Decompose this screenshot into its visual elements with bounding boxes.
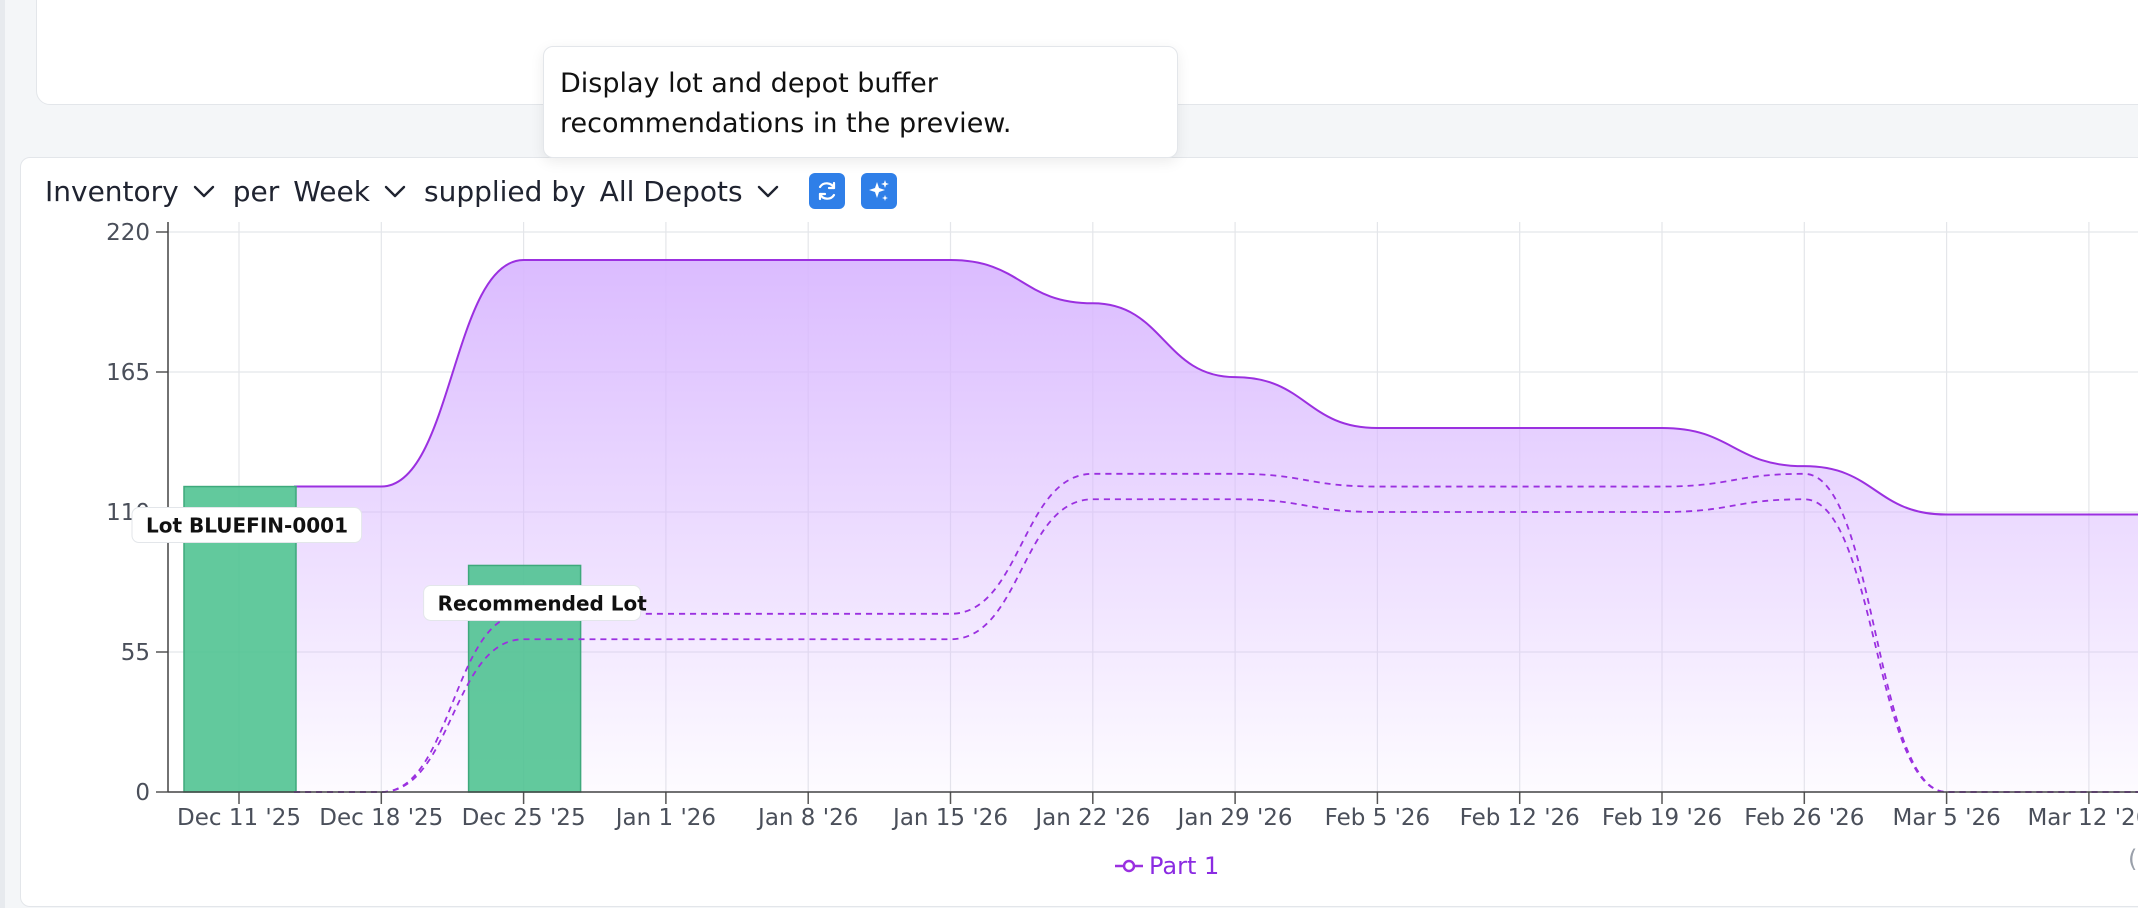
y-tick-label: 165 — [106, 360, 150, 386]
tooltip: Display lot and depot buffer recommendat… — [543, 46, 1178, 158]
x-tick-label: Feb 19 '26 — [1602, 805, 1722, 831]
per-label: per — [232, 174, 280, 208]
x-tick-label: Mar 12 '26 — [2027, 805, 2138, 831]
x-tick-label: Jan 8 '26 — [756, 805, 858, 831]
tooltip-text: Display lot and depot buffer recommendat… — [560, 68, 1012, 139]
refresh-icon — [818, 181, 835, 201]
sparkles-icon — [868, 180, 889, 201]
x-tick-label: Dec 11 '25 — [177, 805, 301, 831]
x-tick-label: Feb 5 '26 — [1325, 805, 1431, 831]
left-edge-strip — [0, 0, 5, 908]
legend-item-part-1[interactable]: Part 1 — [1115, 852, 1219, 880]
refresh-button[interactable] — [808, 173, 845, 209]
supplied-by-label: supplied by — [423, 174, 586, 208]
period-select[interactable]: Week — [293, 175, 406, 208]
metric-select[interactable]: Inventory — [45, 175, 215, 208]
chevron-down-icon — [193, 185, 214, 198]
lot-annotation-box — [423, 584, 642, 621]
ai-suggest-button[interactable] — [860, 173, 897, 209]
chart-toolbar: Inventory per Week supplied by All Depot… — [45, 170, 897, 212]
x-tick-label: Jan 29 '26 — [1176, 805, 1293, 831]
series-line — [294, 258, 2138, 516]
legend-line-marker-icon — [1115, 859, 1143, 873]
clipped-edge-glyph: ( — [2128, 845, 2138, 873]
x-tick-label: Jan 1 '26 — [614, 805, 716, 831]
x-tick-label: Jan 15 '26 — [891, 805, 1008, 831]
chevron-down-icon — [757, 185, 778, 198]
depot-select[interactable]: All Depots — [600, 175, 779, 208]
y-tick-label: 220 — [106, 220, 150, 246]
x-tick-label: Dec 25 '25 — [462, 805, 586, 831]
lot-annotation-label: Lot BLUEFIN-0001 — [146, 514, 348, 538]
series-area-fill — [294, 259, 2138, 792]
legend-label: Part 1 — [1149, 852, 1220, 880]
buffer-dashed-line — [293, 498, 2138, 793]
lot-annotation-box — [131, 507, 363, 544]
y-tick-label: 0 — [135, 780, 150, 806]
x-tick-label: Feb 26 '26 — [1744, 805, 1864, 831]
metric-select-label: Inventory — [45, 174, 179, 208]
period-select-label: Week — [293, 174, 370, 208]
x-tick-label: Feb 12 '26 — [1460, 805, 1580, 831]
x-tick-label: Mar 5 '26 — [1892, 805, 2000, 831]
depot-select-label: All Depots — [599, 174, 743, 208]
lot-annotation-label: Recommended Lot — [438, 591, 648, 615]
x-tick-label: Jan 22 '26 — [1033, 805, 1150, 831]
x-tick-label: Dec 18 '25 — [319, 805, 443, 831]
y-tick-label: 55 — [121, 640, 150, 666]
chevron-down-icon — [384, 185, 406, 198]
